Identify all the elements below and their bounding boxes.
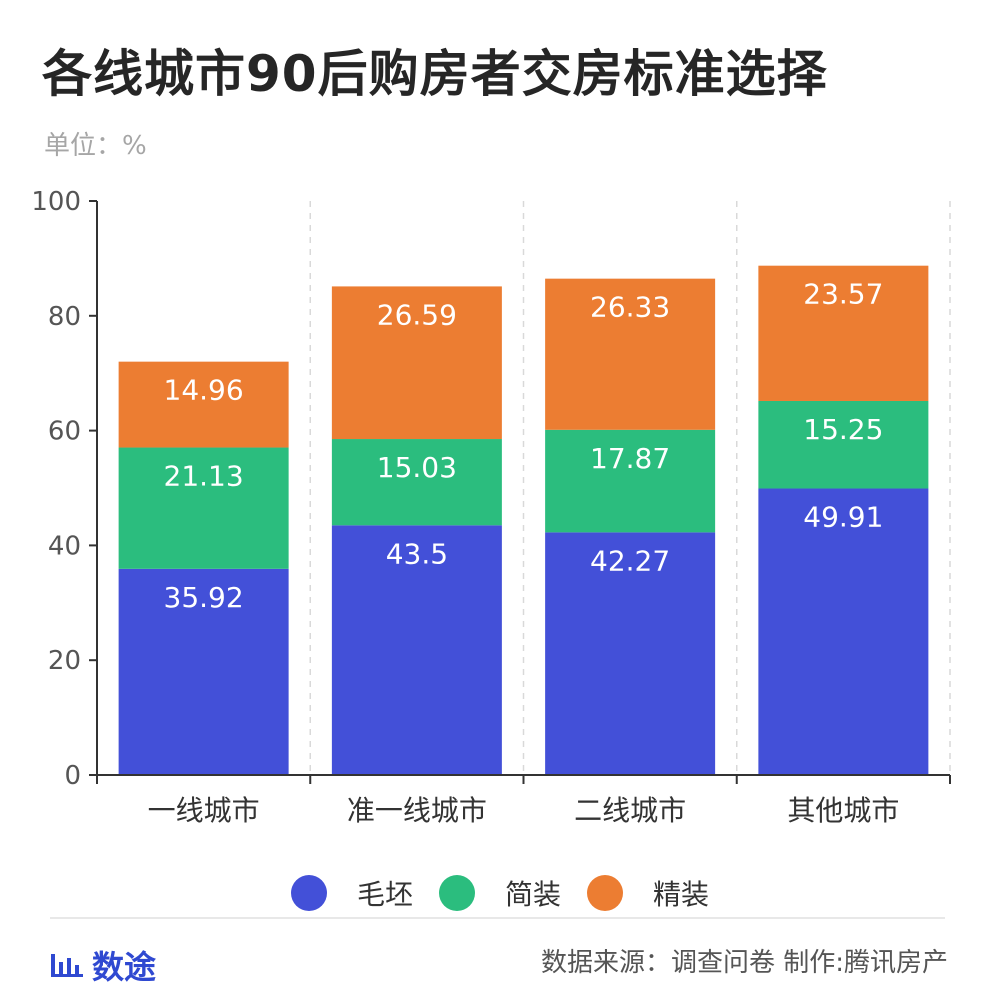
data-label: 15.03 [377,451,457,484]
y-tick-label: 60 [48,417,81,447]
data-label: 23.57 [803,278,883,311]
data-label: 21.13 [164,460,244,493]
bar-segment [331,286,502,440]
bar-segment [118,361,289,448]
legend-label-maopi: 毛坯 [356,878,413,911]
bar-segment [758,265,929,401]
bar-segment [545,278,716,430]
data-label: 35.92 [164,581,244,614]
legend-label-jingzhuang: 精装 [653,878,710,911]
footer-divider [50,917,945,919]
y-tick-label: 100 [31,187,81,217]
legend: 毛坯 简装 精装 [0,873,1000,913]
data-label: 15.25 [803,413,883,446]
bar-segment [545,532,716,775]
source-note: 数据来源：调查问卷 制作:腾讯房产 [540,948,948,978]
data-label: 42.27 [590,544,670,577]
data-label: 14.96 [164,374,244,407]
y-tick-label: 0 [64,761,81,791]
y-tick-label: 40 [48,531,81,561]
x-tick-label: 准一线城市 [347,794,487,827]
legend-item-maopi: 毛坯 [290,873,413,913]
x-tick-label: 其他城市 [787,794,899,827]
bar-segment [331,439,502,526]
bar-segment [545,429,716,533]
data-label: 49.91 [803,501,883,534]
stacked-bar-chart: 35.92 21.13 14.96 一线城市 43.5 15.03 26.59 准一线城市 42… [31,187,951,827]
legend-swatch-jianzhuang [438,875,475,911]
bar-segment [118,447,289,569]
bar-segment [758,400,929,489]
legend-item-jingzhuang: 精装 [587,873,709,913]
legend-label-jianzhuang: 简装 [504,878,561,911]
data-label: 26.59 [377,298,457,331]
x-tick-label: 二线城市 [574,794,686,827]
bar-chart-icon [51,954,83,977]
y-tick-label: 80 [48,302,81,332]
bar-segment [118,568,289,775]
y-tick-label: 20 [48,646,81,676]
legend-swatch-maopi [290,875,327,911]
data-label: 26.33 [590,291,670,324]
legend-item-jianzhuang: 简装 [438,873,561,913]
data-label: 17.87 [590,442,670,475]
data-label: 43.5 [386,537,448,570]
chart-title: 各线城市90后购房者交房标准选择 [42,45,828,103]
x-tick-label: 一线城市 [148,794,260,827]
brand-logo: 数途 [50,942,156,988]
legend-swatch-jingzhuang [587,875,623,911]
bar-segment [758,488,929,775]
bar-segment [331,525,502,775]
unit-label: 单位：% [44,131,147,161]
brand-name: 数途 [92,948,157,986]
